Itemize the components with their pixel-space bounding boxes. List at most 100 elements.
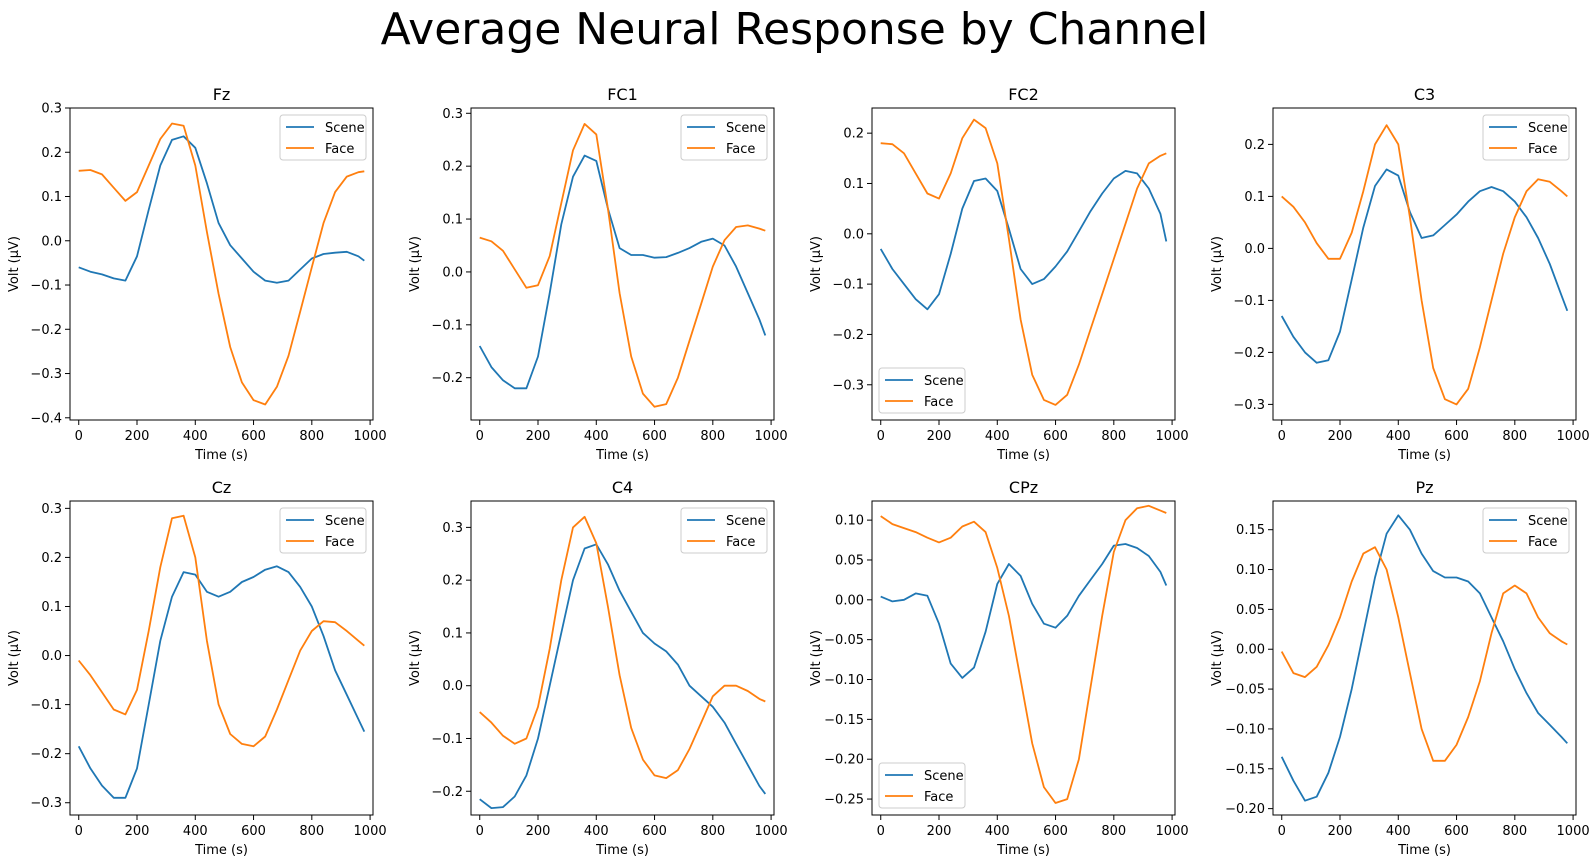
legend-label-face: Face	[325, 535, 354, 550]
y-tick-label: −0.1	[431, 732, 463, 747]
x-tick-label: 1000	[1557, 824, 1589, 839]
x-tick-label: 600	[1043, 429, 1068, 444]
x-tick-label: 1000	[755, 824, 788, 839]
x-tick-label: 200	[526, 824, 551, 839]
y-tick-label: −0.3	[30, 367, 62, 382]
subplot-title: Pz	[1415, 478, 1433, 497]
x-tick-label: 0	[877, 824, 885, 839]
x-tick-label: 200	[125, 824, 150, 839]
legend: Scene Face	[279, 507, 367, 554]
y-tick-label: 0.2	[442, 160, 463, 175]
y-tick-label: −0.1	[30, 279, 62, 294]
x-axis-label: Time (s)	[595, 448, 649, 463]
legend-label-face: Face	[325, 142, 354, 157]
x-tick-label: 800	[299, 824, 324, 839]
legend: Scene Face	[680, 114, 768, 161]
x-axis-label: Time (s)	[996, 448, 1050, 463]
series-line-face	[880, 118, 1167, 406]
x-tick-label: 200	[526, 429, 551, 444]
x-axis-label: Time (s)	[194, 448, 248, 463]
legend-label-face: Face	[1528, 142, 1557, 157]
x-tick-label: 0	[1278, 429, 1286, 444]
legend-label-scene: Scene	[325, 514, 365, 529]
legend-label-scene: Scene	[924, 769, 964, 784]
y-axis-label: Volt (µV)	[408, 630, 423, 686]
y-tick-label: 0.05	[1236, 603, 1265, 618]
x-tick-label: 800	[1502, 824, 1527, 839]
y-tick-label: 0.2	[1244, 138, 1265, 153]
x-tick-label: 800	[1101, 429, 1126, 444]
y-tick-label: 0.0	[843, 227, 864, 242]
x-tick-label: 0	[1278, 824, 1286, 839]
legend: Scene Face	[1482, 507, 1570, 554]
y-tick-label: 0.3	[41, 102, 62, 117]
subplot-fc1: FC1 0 200 400 600 800 1000 −0.2 −0.1 0.0 0.1 0.2 0.3…	[408, 85, 788, 463]
y-tick-label: 0.2	[843, 127, 864, 142]
y-axis-label: Volt (µV)	[7, 236, 22, 292]
x-tick-label: 400	[584, 824, 609, 839]
subplot-pz: Pz 0 200 400 600 800 1000 −0.20 −0.15 −0.10 −0.05 0…	[1210, 478, 1589, 858]
plot-frame	[1272, 107, 1577, 421]
x-tick-label: 200	[1328, 429, 1353, 444]
y-tick-label: 0.3	[442, 521, 463, 536]
y-axis-label: Volt (µV)	[809, 236, 824, 292]
x-tick-label: 0	[476, 429, 484, 444]
subplot-cz: Cz 0 200 400 600 800 1000 −0.3 −0.2 −0.1 0.0 0.1 0.2…	[7, 478, 387, 858]
x-tick-label: 1000	[1156, 824, 1189, 839]
subplot-cpz: CPz 0 200 400 600 800 1000 −0.25 −0.20 −0.15 −0.10…	[809, 478, 1189, 858]
x-tick-label: 600	[642, 824, 667, 839]
y-tick-label: −0.3	[832, 378, 864, 393]
series-line-face	[479, 515, 766, 779]
x-tick-label: 1000	[1557, 429, 1589, 444]
y-tick-label: −0.2	[1233, 346, 1265, 361]
legend-label-face: Face	[1528, 535, 1557, 550]
x-tick-label: 200	[927, 824, 952, 839]
legend: Scene Face	[1482, 114, 1570, 161]
subplot-fc2: FC2 0 200 400 600 800 1000 −0.3 −0.2 −0.1 0.0 0.1 0.…	[809, 85, 1189, 463]
x-tick-label: 800	[299, 429, 324, 444]
y-tick-label: −0.3	[1233, 398, 1265, 413]
y-tick-label: 0.00	[835, 593, 864, 608]
y-axis-label: Volt (µV)	[408, 236, 423, 292]
legend-label-face: Face	[726, 142, 755, 157]
x-tick-label: 600	[241, 824, 266, 839]
y-tick-label: −0.05	[1225, 683, 1265, 698]
plot-frame	[69, 107, 374, 421]
y-axis-label: Volt (µV)	[1210, 236, 1225, 292]
y-tick-label: −0.10	[824, 673, 864, 688]
x-tick-label: 1000	[1156, 429, 1189, 444]
y-tick-label: −0.2	[832, 328, 864, 343]
y-tick-label: −0.15	[824, 713, 864, 728]
series-line-face	[78, 122, 365, 406]
y-tick-label: 0.0	[41, 649, 62, 664]
y-tick-label: 0.05	[835, 553, 864, 568]
y-tick-label: 0.0	[41, 234, 62, 249]
plot-frame	[871, 500, 1176, 816]
subplot-title: C4	[612, 478, 633, 497]
plot-frame	[470, 500, 775, 816]
y-tick-label: 0.1	[1244, 190, 1265, 205]
subplot-title: FC1	[607, 85, 638, 104]
x-tick-label: 600	[241, 429, 266, 444]
y-tick-label: 0.2	[41, 551, 62, 566]
x-axis-label: Time (s)	[1397, 448, 1451, 463]
x-axis-label: Time (s)	[595, 843, 649, 858]
y-tick-label: −0.2	[30, 747, 62, 762]
y-tick-label: −0.1	[30, 698, 62, 713]
x-tick-label: 800	[1101, 824, 1126, 839]
y-tick-label: −0.25	[824, 793, 864, 808]
subplot-title: C3	[1414, 85, 1435, 104]
legend-label-face: Face	[924, 790, 953, 805]
y-axis-label: Volt (µV)	[1210, 630, 1225, 686]
y-tick-label: −0.4	[30, 411, 62, 426]
y-tick-label: −0.1	[431, 318, 463, 333]
series-line-face	[77, 514, 365, 748]
x-tick-label: 200	[1328, 824, 1353, 839]
series-line-face	[1281, 124, 1568, 406]
x-tick-label: 0	[75, 824, 83, 839]
legend-label-face: Face	[726, 535, 755, 550]
series-line-scene	[479, 543, 767, 809]
x-tick-label: 200	[125, 429, 150, 444]
series-line-scene	[77, 565, 366, 799]
x-axis-label: Time (s)	[194, 843, 248, 858]
